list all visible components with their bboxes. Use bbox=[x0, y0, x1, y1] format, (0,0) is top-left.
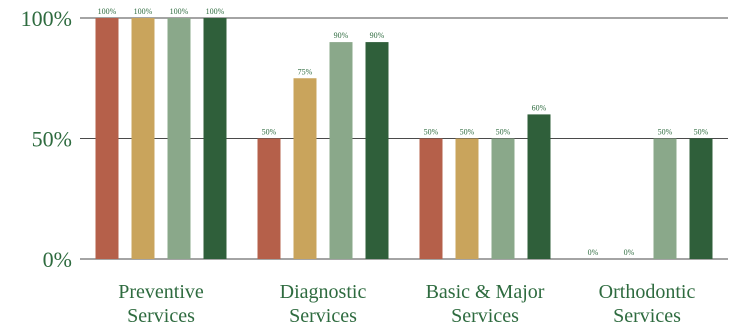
bar-value-label: 0% bbox=[624, 248, 635, 257]
x-axis: Preventive Services Diagnostic Services Basi… bbox=[118, 281, 695, 327]
bar-value-label: 90% bbox=[334, 31, 349, 40]
bar-value-label: 50% bbox=[262, 128, 277, 137]
bar-value-label: 0% bbox=[588, 248, 599, 257]
bar-value-label: 50% bbox=[658, 128, 673, 137]
bar bbox=[293, 78, 317, 259]
category-label: Preventive Services bbox=[118, 281, 204, 327]
bar-value-label: 50% bbox=[496, 128, 511, 137]
data-labels: 100% 100% 100% 100% 50% 75% 90% 90% 50% 50% 50% 60%… bbox=[98, 7, 709, 257]
bar-value-label: 50% bbox=[694, 128, 709, 137]
y-tick-label: 100% bbox=[21, 6, 72, 31]
y-axis: 0% 50% 100% bbox=[21, 6, 72, 272]
bar bbox=[419, 138, 443, 259]
y-tick-label: 0% bbox=[43, 247, 72, 272]
bar-value-label: 60% bbox=[532, 103, 547, 112]
bar bbox=[95, 18, 119, 259]
bar-value-label: 90% bbox=[370, 31, 385, 40]
bar bbox=[455, 138, 479, 259]
bar bbox=[491, 138, 515, 259]
bar bbox=[203, 18, 227, 259]
bar bbox=[257, 138, 281, 259]
bar-value-label: 50% bbox=[424, 128, 439, 137]
bar-value-label: 100% bbox=[170, 7, 189, 16]
bar bbox=[689, 138, 713, 259]
category-label: Diagnostic Services bbox=[280, 281, 367, 327]
category-label: Orthodontic Services bbox=[599, 281, 696, 327]
bar bbox=[131, 18, 155, 259]
bar bbox=[329, 42, 353, 259]
category-label: Basic & Major Services bbox=[426, 281, 545, 327]
bar-value-label: 100% bbox=[134, 7, 153, 16]
y-tick-label: 50% bbox=[32, 127, 72, 152]
bar bbox=[365, 42, 389, 259]
bar bbox=[653, 138, 677, 259]
bar-value-label: 50% bbox=[460, 128, 475, 137]
bar bbox=[527, 114, 551, 260]
bar-value-label: 100% bbox=[98, 7, 117, 16]
bar bbox=[167, 18, 191, 259]
bar-value-label: 75% bbox=[298, 67, 313, 76]
bar-value-label: 100% bbox=[206, 7, 225, 16]
bars bbox=[95, 18, 713, 260]
